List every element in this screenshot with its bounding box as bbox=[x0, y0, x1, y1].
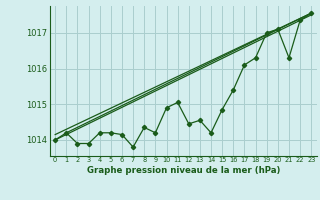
X-axis label: Graphe pression niveau de la mer (hPa): Graphe pression niveau de la mer (hPa) bbox=[86, 166, 280, 175]
